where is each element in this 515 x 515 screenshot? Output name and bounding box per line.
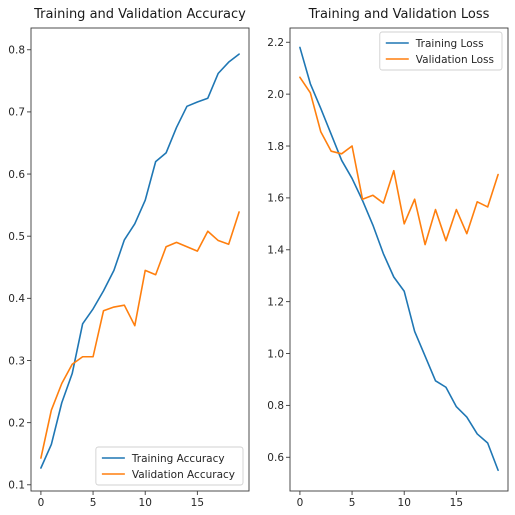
plot-lines	[299, 46, 499, 472]
legend-label-training-accuracy: Training Accuracy	[131, 453, 225, 465]
y-tick-label: 0.6	[267, 452, 284, 464]
y-tick-label: 0.3	[8, 355, 25, 367]
y-tick-label: 0.7	[8, 107, 25, 119]
x-tick-label: 10	[139, 497, 152, 509]
axes-frame	[30, 27, 250, 492]
x-tick-label: 10	[398, 497, 411, 509]
y-tick-label: 0.8	[267, 400, 284, 412]
loss-chart: Training and Validation Loss 0 5 10 15 0.6 0.…	[267, 7, 509, 509]
y-tick-label: 1.4	[267, 245, 284, 257]
y-tick-label: 2.0	[267, 89, 284, 101]
y-tick-label: 1.6	[267, 193, 284, 205]
x-tick-label: 5	[349, 497, 356, 509]
x-tick-label: 0	[297, 497, 304, 509]
y-tick-label: 2.2	[267, 37, 284, 49]
x-tick-label: 15	[191, 497, 204, 509]
series-line-validation-accuracy	[40, 211, 240, 459]
legend: Training Loss Validation Loss	[379, 31, 503, 71]
y-tick-label: 0.8	[8, 45, 25, 57]
legend-box	[95, 446, 244, 486]
ticks: 0 5 10 15 0.6 0.8 1.0 1.2 1.4 1.6 1.8 2.0 2.2	[267, 37, 463, 509]
y-tick-label: 0.5	[8, 231, 25, 243]
legend-label-validation-accuracy: Validation Accuracy	[132, 469, 235, 481]
y-tick-label: 0.2	[8, 417, 25, 429]
chart-title: Training and Validation Loss	[308, 7, 490, 22]
series-line-training-accuracy	[40, 53, 240, 469]
y-tick-label: 1.0	[267, 348, 284, 360]
ticks: 0 5 10 15 0.1 0.2 0.3 0.4 0.5 0.6 0.7 0.8	[8, 45, 204, 509]
chart-title: Training and Validation Accuracy	[33, 7, 246, 22]
y-tick-label: 1.8	[267, 141, 284, 153]
legend: Training Accuracy Validation Accuracy	[95, 446, 244, 486]
x-tick-label: 5	[90, 497, 97, 509]
series-line-validation-loss	[299, 76, 499, 246]
x-tick-label: 0	[38, 497, 45, 509]
legend-box	[379, 31, 503, 71]
y-tick-label: 0.4	[8, 293, 25, 305]
accuracy-chart: Training and Validation Accuracy 0 5 10 150…	[8, 7, 250, 509]
series-line-training-loss	[299, 46, 499, 472]
axes-frame	[289, 27, 509, 492]
y-tick-label: 0.6	[8, 169, 25, 181]
legend-label-training-loss: Training Loss	[415, 38, 484, 50]
y-tick-label: 1.2	[267, 296, 284, 308]
legend-label-validation-loss: Validation Loss	[416, 54, 494, 66]
plot-lines	[40, 53, 240, 469]
y-tick-label: 0.1	[8, 480, 25, 492]
x-tick-label: 15	[450, 497, 463, 509]
